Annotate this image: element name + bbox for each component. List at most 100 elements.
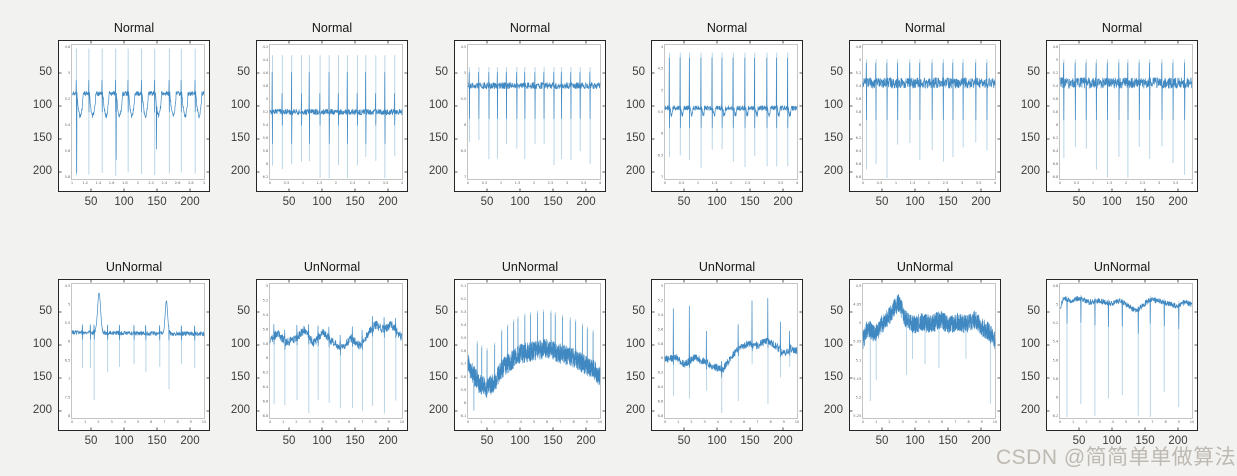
inner-x-tick-label: 3 (308, 420, 310, 424)
y-axis-tick-label: 150 (823, 371, 843, 383)
inner-x-tick-label: 5 (928, 420, 930, 424)
y-axis-tick-label: 50 (39, 66, 52, 78)
subplot-title: UnNormal (303, 260, 361, 274)
y-axis-tick-label: 200 (32, 165, 52, 177)
inner-x-tick-label: 8 (769, 420, 772, 424)
inner-y-tick-label: 4.5 (658, 67, 664, 71)
inner-x-tick-label: 4 (520, 420, 523, 424)
y-axis-tick-label: 150 (428, 371, 448, 383)
inner-x-tick-label: 0 (467, 181, 470, 185)
inner-y-tick-label: 7.5 (65, 395, 71, 399)
inner-y-tick-label: 5.4 (263, 123, 269, 127)
inner-y-tick-label: 5.9 (461, 388, 467, 392)
y-axis-tick-label: 100 (428, 338, 448, 350)
inner-y-tick-label: 5.4 (856, 84, 862, 88)
inner-y-tick-label: 6.2 (856, 136, 862, 140)
inner-x-tick-label: 2.5 (1140, 181, 1146, 185)
inner-x-tick-label: 2 (335, 181, 337, 185)
inner-axes-frame (664, 44, 798, 180)
x-axis-tick-label: 50 (84, 196, 98, 208)
inner-x-tick-label: 0 (71, 420, 74, 424)
y-axis-tick-label: 50 (1027, 66, 1040, 78)
inner-x-tick-label: 1 (480, 420, 482, 424)
inner-y-tick-label: 6.2 (658, 371, 664, 375)
inner-x-tick-label: 4 (599, 181, 602, 185)
inner-x-tick-label: 1.8 (122, 181, 128, 185)
inner-x-tick-label: 2 (1125, 181, 1127, 185)
x-axis-tick-label: 100 (312, 196, 332, 208)
inner-x-tick-label: 2.8 (188, 181, 194, 185)
inner-x-tick-label: 2 (137, 181, 139, 185)
inner-x-tick-label: 1 (677, 420, 679, 424)
inner-y-tick-label: 5 (859, 321, 861, 325)
x-axis-tick-label: 150 (543, 435, 563, 447)
subplot-title: UnNormal (698, 260, 756, 274)
inner-y-tick-label: 6 (859, 123, 862, 127)
inner-y-tick-label: 6.4 (263, 385, 269, 389)
inner-y-tick-label: 5.6 (658, 327, 664, 331)
inner-axes-frame (467, 283, 601, 419)
inner-y-tick-label: 6.4 (1053, 149, 1059, 153)
x-axis-tick-label: 100 (707, 435, 727, 447)
inner-y-tick-label: 5.4 (65, 123, 71, 127)
subplot-unnormal-1: UnNormal 4.5 5 5.5 6 6.5 7 7.5 8 0 1 2 3 4 5 6 7 8 9 10 50 1… (33, 260, 210, 447)
inner-y-tick-label: 6 (661, 132, 664, 136)
inner-y-tick-label: 6 (1056, 395, 1059, 399)
x-axis-tick-label: 200 (180, 196, 200, 208)
inner-y-tick-label: 5.2 (856, 71, 862, 75)
inner-axes-frame (269, 283, 403, 419)
y-axis-tick-label: 150 (1020, 132, 1040, 144)
subplot-title: Normal (509, 21, 551, 35)
inner-y-tick-label: 5.6 (1053, 358, 1059, 362)
inner-x-tick-label: 7 (954, 420, 956, 424)
inner-y-tick-label: 5.4 (263, 313, 269, 317)
inner-x-tick-label: 4 (401, 181, 404, 185)
signal-line (664, 297, 798, 378)
inner-y-tick-label: 4.8 (263, 84, 269, 88)
inner-y-tick-label: 6.5 (461, 149, 467, 153)
inner-x-tick-label: 1.2 (82, 181, 88, 185)
x-axis-tick-label: 150 (147, 196, 167, 208)
inner-y-tick-label: 5 (661, 88, 663, 92)
inner-y-tick-label: 4.4 (263, 58, 269, 62)
x-axis-tick-label: 150 (147, 435, 167, 447)
inner-y-tick-label: 5.1 (856, 358, 862, 362)
y-axis-tick-label: 100 (625, 338, 645, 350)
inner-y-tick-label: 6.5 (658, 153, 664, 157)
subplot-normal-2: Normal 4.2 4.4 4.6 4.8 5 5.2 5.4 5.6 5.8 6 6.2 0 0.5… (231, 21, 408, 208)
inner-y-tick-label: 4.8 (856, 45, 862, 49)
inner-x-tick-label: 1 (84, 420, 86, 424)
inner-y-tick-label: 8 (68, 414, 71, 418)
inner-y-tick-label: 5.6 (1053, 97, 1059, 101)
inner-x-tick-label: 1.5 (910, 181, 916, 185)
inner-y-tick-label: 5.6 (263, 327, 269, 331)
inner-x-tick-label: 1 (282, 420, 284, 424)
x-axis-tick-label: 50 (677, 196, 691, 208)
plot-canvas: 4.9 4.95 5 5.05 5.1 5.15 5.2 5.250 1 2 3 4 5 6 7 8 9 10 (849, 279, 1001, 431)
x-axis-tick-label: 50 (282, 435, 296, 447)
inner-x-tick-label: 3 (1158, 181, 1160, 185)
inner-x-tick-label: 3 (1098, 420, 1100, 424)
x-axis-tick-label: 150 (1135, 196, 1155, 208)
axes-tick-marks (651, 279, 803, 431)
inner-y-tick-label: 6.2 (263, 175, 269, 179)
inner-x-tick-label: 5 (335, 420, 337, 424)
inner-y-tick-label: 5.4 (461, 323, 467, 327)
subplot-title: Normal (706, 21, 748, 35)
x-axis-tick-label: 200 (1168, 435, 1188, 447)
inner-y-tick-label: 6.8 (263, 414, 269, 418)
y-axis-tick-label: 100 (823, 99, 843, 111)
y-axis-tick-label: 100 (230, 99, 250, 111)
inner-y-tick-label: 4.8 (1053, 284, 1059, 288)
x-axis-tick-label: 50 (1072, 435, 1086, 447)
inner-y-tick-label: 5.4 (1053, 84, 1059, 88)
signal-line (862, 62, 996, 121)
inner-x-tick-label: 3 (566, 181, 568, 185)
plot-canvas: 4.8 5 5.2 5.4 5.6 5.8 6 6.2 6.4 6.6 6.80 0.5 1 1.5 2 2.… (1046, 40, 1198, 192)
subplot-unnormal-5: UnNormal 4.9 4.95 5 5.05 5.1 5.15 5.2 5.25 0 1 2 3 4… (824, 260, 1001, 447)
inner-x-tick-label: 3.5 (383, 181, 389, 185)
inner-x-tick-label: 2 (533, 181, 535, 185)
subplot-unnormal-3: UnNormal 5.1 5.2 5.3 5.4 5.5 5.6 5.7 5.8 5.9 6 6.1… (429, 260, 606, 447)
axes-box (454, 40, 606, 192)
inner-y-tick-label: 5.8 (461, 375, 467, 379)
